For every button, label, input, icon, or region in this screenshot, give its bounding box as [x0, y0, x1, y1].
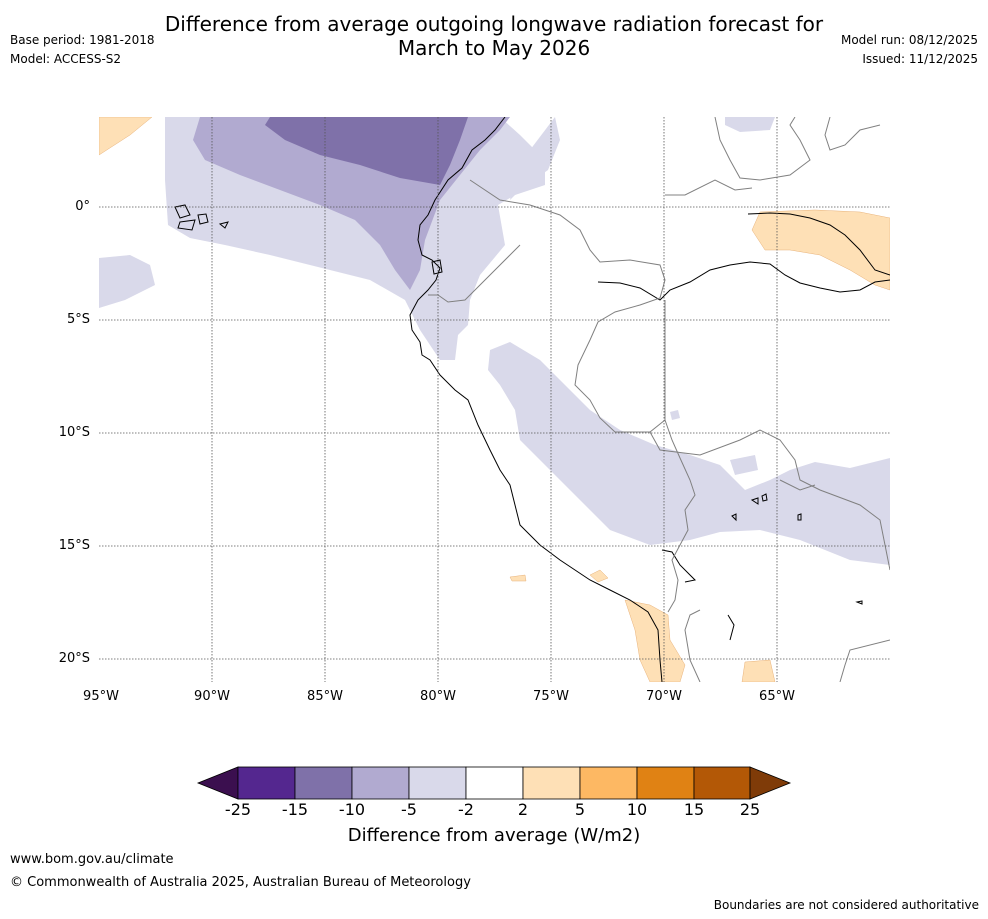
colorbar-tick: -25 — [224, 800, 252, 819]
lat-label-0: 0° — [75, 199, 90, 214]
colorbar-tick: 10 — [626, 800, 648, 819]
gridlines — [99, 117, 890, 682]
colorbar-tick: 25 — [739, 800, 761, 819]
colorbar-bin — [294, 766, 353, 800]
colorbar-tick: 15 — [683, 800, 705, 819]
colorbar-tick: -15 — [281, 800, 309, 819]
title-line-2: March to May 2026 — [397, 36, 591, 60]
colorbar-tick: 5 — [574, 800, 586, 819]
colorbar-bin — [465, 766, 524, 800]
website-link[interactable]: www.bom.gov.au/climate — [10, 852, 174, 867]
colorbar-tick: -10 — [338, 800, 366, 819]
colorbar-bin — [408, 766, 467, 800]
model-run: Model run: 08/12/2025 — [840, 33, 978, 47]
lon-label-80w: 80°W — [420, 689, 456, 704]
model-name: Model: ACCESS-S2 — [10, 52, 122, 66]
lon-label-95w: 95°W — [83, 689, 119, 704]
colorbar-bin — [522, 766, 581, 800]
lon-label-90w: 90°W — [194, 689, 230, 704]
copyright: © Commonwealth of Australia 2025, Austra… — [10, 875, 471, 890]
colorbar — [196, 766, 792, 800]
title-line-1: Difference from average outgoing longwav… — [164, 12, 824, 36]
boundaries-note: Boundaries are not considered authoritat… — [713, 898, 979, 912]
colorbar-bin — [237, 766, 296, 800]
colorbar-bin — [636, 766, 695, 800]
issued-date: Issued: 11/12/2025 — [862, 52, 978, 66]
colorbar-bin — [351, 766, 410, 800]
colorbar-title: Difference from average (W/m2) — [347, 825, 641, 846]
lon-label-65w: 65°W — [759, 689, 795, 704]
lat-label-5s: 5°S — [66, 312, 90, 327]
country-borders — [428, 117, 890, 682]
colorbar-bin — [579, 766, 638, 800]
map-area — [99, 117, 890, 682]
lat-label-20s: 20°S — [58, 651, 90, 666]
lon-label-75w: 75°W — [533, 689, 569, 704]
lon-label-85w: 85°W — [307, 689, 343, 704]
colorbar-bin — [693, 766, 751, 800]
lat-label-10s: 10°S — [58, 425, 90, 440]
colorbar-tick: 2 — [517, 800, 529, 819]
lon-label-70w: 70°W — [646, 689, 682, 704]
chart-title: Difference from average outgoing longwav… — [0, 12, 988, 60]
base-period: Base period: 1981-2018 — [10, 33, 155, 47]
colorbar-extend-low — [196, 766, 239, 800]
colorbar-tick: -5 — [401, 800, 417, 819]
colorbar-tick: -2 — [458, 800, 474, 819]
colorbar-extend-high — [749, 766, 792, 800]
anomaly-region-dark-purple — [265, 117, 468, 185]
anomaly-region-light-orange — [99, 117, 890, 682]
lat-label-15s: 15°S — [58, 538, 90, 553]
